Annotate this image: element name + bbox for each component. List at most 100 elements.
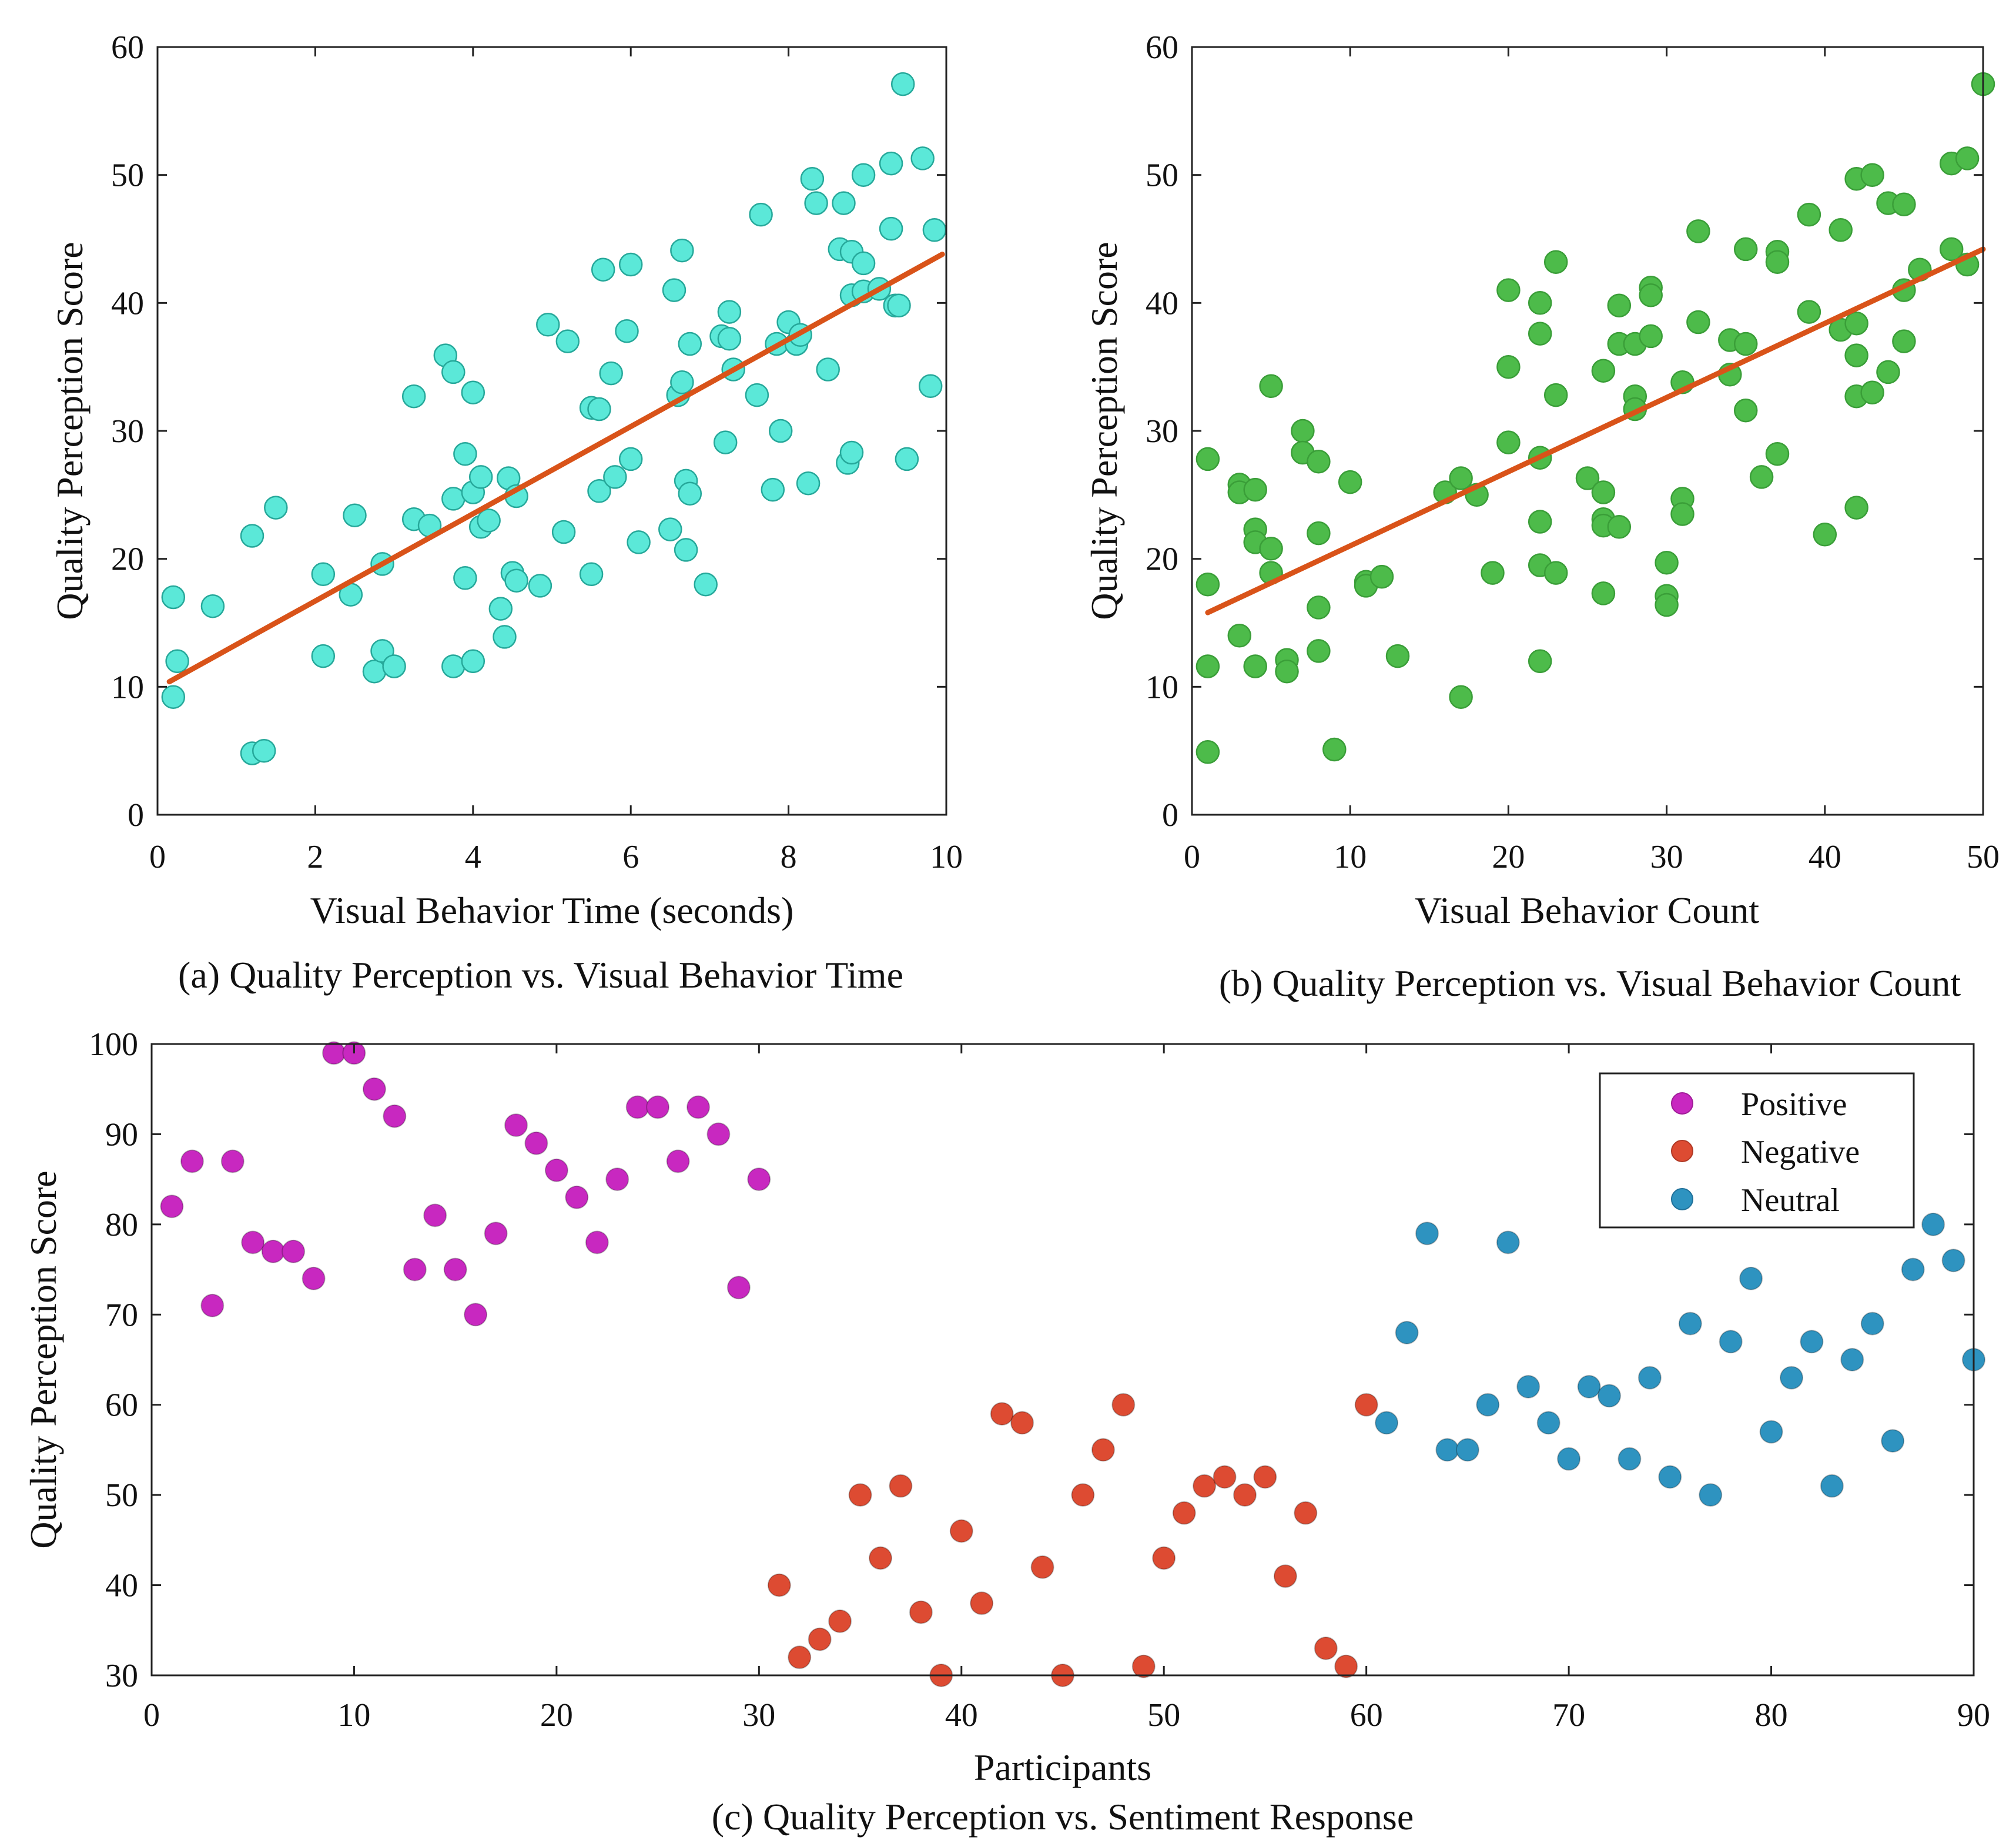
data-point [1749,465,1774,489]
data-point [851,163,876,187]
panel-a-ytick-label: 30 [111,413,144,450]
data-point-negative [1213,1465,1237,1489]
data-point [200,594,225,618]
data-point [161,585,186,610]
data-point-neutral [1455,1438,1479,1462]
data-point-positive [180,1149,204,1173]
data-point [603,465,627,489]
data-point [1892,329,1916,353]
data-point-neutral [1435,1438,1459,1462]
data-point [662,278,686,302]
data-point-neutral [1739,1266,1763,1290]
data-point-positive [443,1257,467,1281]
data-point-negative [1314,1637,1338,1660]
panel-c-xtick-label: 10 [337,1697,370,1734]
panel-c-ytick-label: 80 [105,1207,138,1243]
data-point [1275,659,1299,684]
data-point-neutral [1881,1429,1905,1453]
data-point-neutral [1941,1249,1965,1273]
data-point [910,146,935,170]
data-point [1543,250,1568,274]
data-point [749,202,773,227]
data-point [1528,291,1552,315]
data-point-positive [544,1158,568,1182]
panel-b-xtick-label: 10 [1334,839,1367,875]
panel-b-ytick-label: 0 [1162,797,1178,834]
data-point-neutral [1536,1411,1560,1435]
data-point [1829,218,1853,242]
data-point-negative [990,1402,1014,1426]
data-point [1195,740,1220,764]
data-point [761,477,785,502]
panel-c-ytick-label: 100 [89,1026,138,1063]
panel-a-xtick-label: 0 [149,839,166,875]
data-point [468,465,493,489]
data-point [1496,354,1521,379]
data-point-neutral [1496,1230,1520,1254]
data-point-positive [524,1131,548,1155]
data-point [1195,654,1220,678]
legend-label-positive: Positive [1741,1086,1847,1123]
data-point-positive [220,1149,245,1173]
data-point [1259,537,1283,561]
data-point [890,72,915,96]
data-point-neutral [1699,1483,1723,1507]
data-point-neutral [1901,1257,1925,1281]
data-point-positive [666,1149,690,1173]
panel-c-xtick-label: 70 [1552,1697,1585,1734]
data-point [1813,523,1837,547]
data-point [599,361,623,386]
legend-label-neutral: Neutral [1741,1182,1840,1219]
data-point [1733,237,1758,262]
legend-marker-positive [1671,1092,1693,1115]
data-point-positive [322,1041,346,1065]
panel-c-axes-frame [150,1043,1975,1677]
data-point [587,397,611,421]
data-point-neutral [1598,1384,1621,1408]
data-point-positive [585,1230,609,1254]
data-point [1449,466,1473,490]
data-point [618,447,643,471]
panel-b-ytick-label: 40 [1146,285,1178,322]
panel-c-caption: (c) Quality Perception vs. Sentiment Res… [712,1796,1414,1838]
data-point [816,357,840,382]
data-point [343,503,367,527]
panel-c-ytick-label: 90 [105,1116,138,1153]
data-point [1575,466,1600,490]
data-point-positive [484,1222,508,1246]
data-point-negative [1010,1411,1034,1435]
data-point [670,238,694,263]
data-point [800,166,825,191]
data-point [670,370,694,394]
panel-a-x-axis-label: Visual Behavior Time (seconds) [310,889,794,931]
data-point-positive [625,1095,649,1119]
data-point [768,419,793,443]
panel-b-ytick-label: 10 [1146,669,1178,705]
panel-b-ticks [1191,46,1984,816]
panel-b-xtick-label: 40 [1809,839,1841,875]
data-point [1528,322,1552,346]
data-point [1939,237,1964,262]
panel-b-ytick-labels: 0 10 20 30 40 50 60 [1146,29,1178,834]
data-point [165,649,189,674]
data-point-negative [1273,1564,1297,1588]
data-point [618,252,643,277]
data-point [441,654,466,678]
data-point-positive [423,1203,447,1227]
panel-c-ytick-label: 50 [105,1477,138,1514]
data-point-neutral [1618,1447,1642,1471]
data-point [922,218,947,242]
trend-line [1205,246,1986,615]
data-point [658,517,682,541]
panel-c-xtick-label: 0 [143,1697,160,1734]
data-point [1607,293,1632,317]
panel-c-ytick-label: 30 [105,1658,138,1694]
panel-b-y-axis-label: Quality Perception Score [1083,242,1125,620]
panel-c-xtick-label: 30 [742,1697,775,1734]
panel-b-caption: (b) Quality Perception vs. Visual Behavi… [1219,962,1961,1004]
data-point [879,216,903,241]
panel-a-xtick-label: 2 [307,839,323,875]
data-point [1195,572,1220,597]
data-point-positive [362,1077,386,1101]
